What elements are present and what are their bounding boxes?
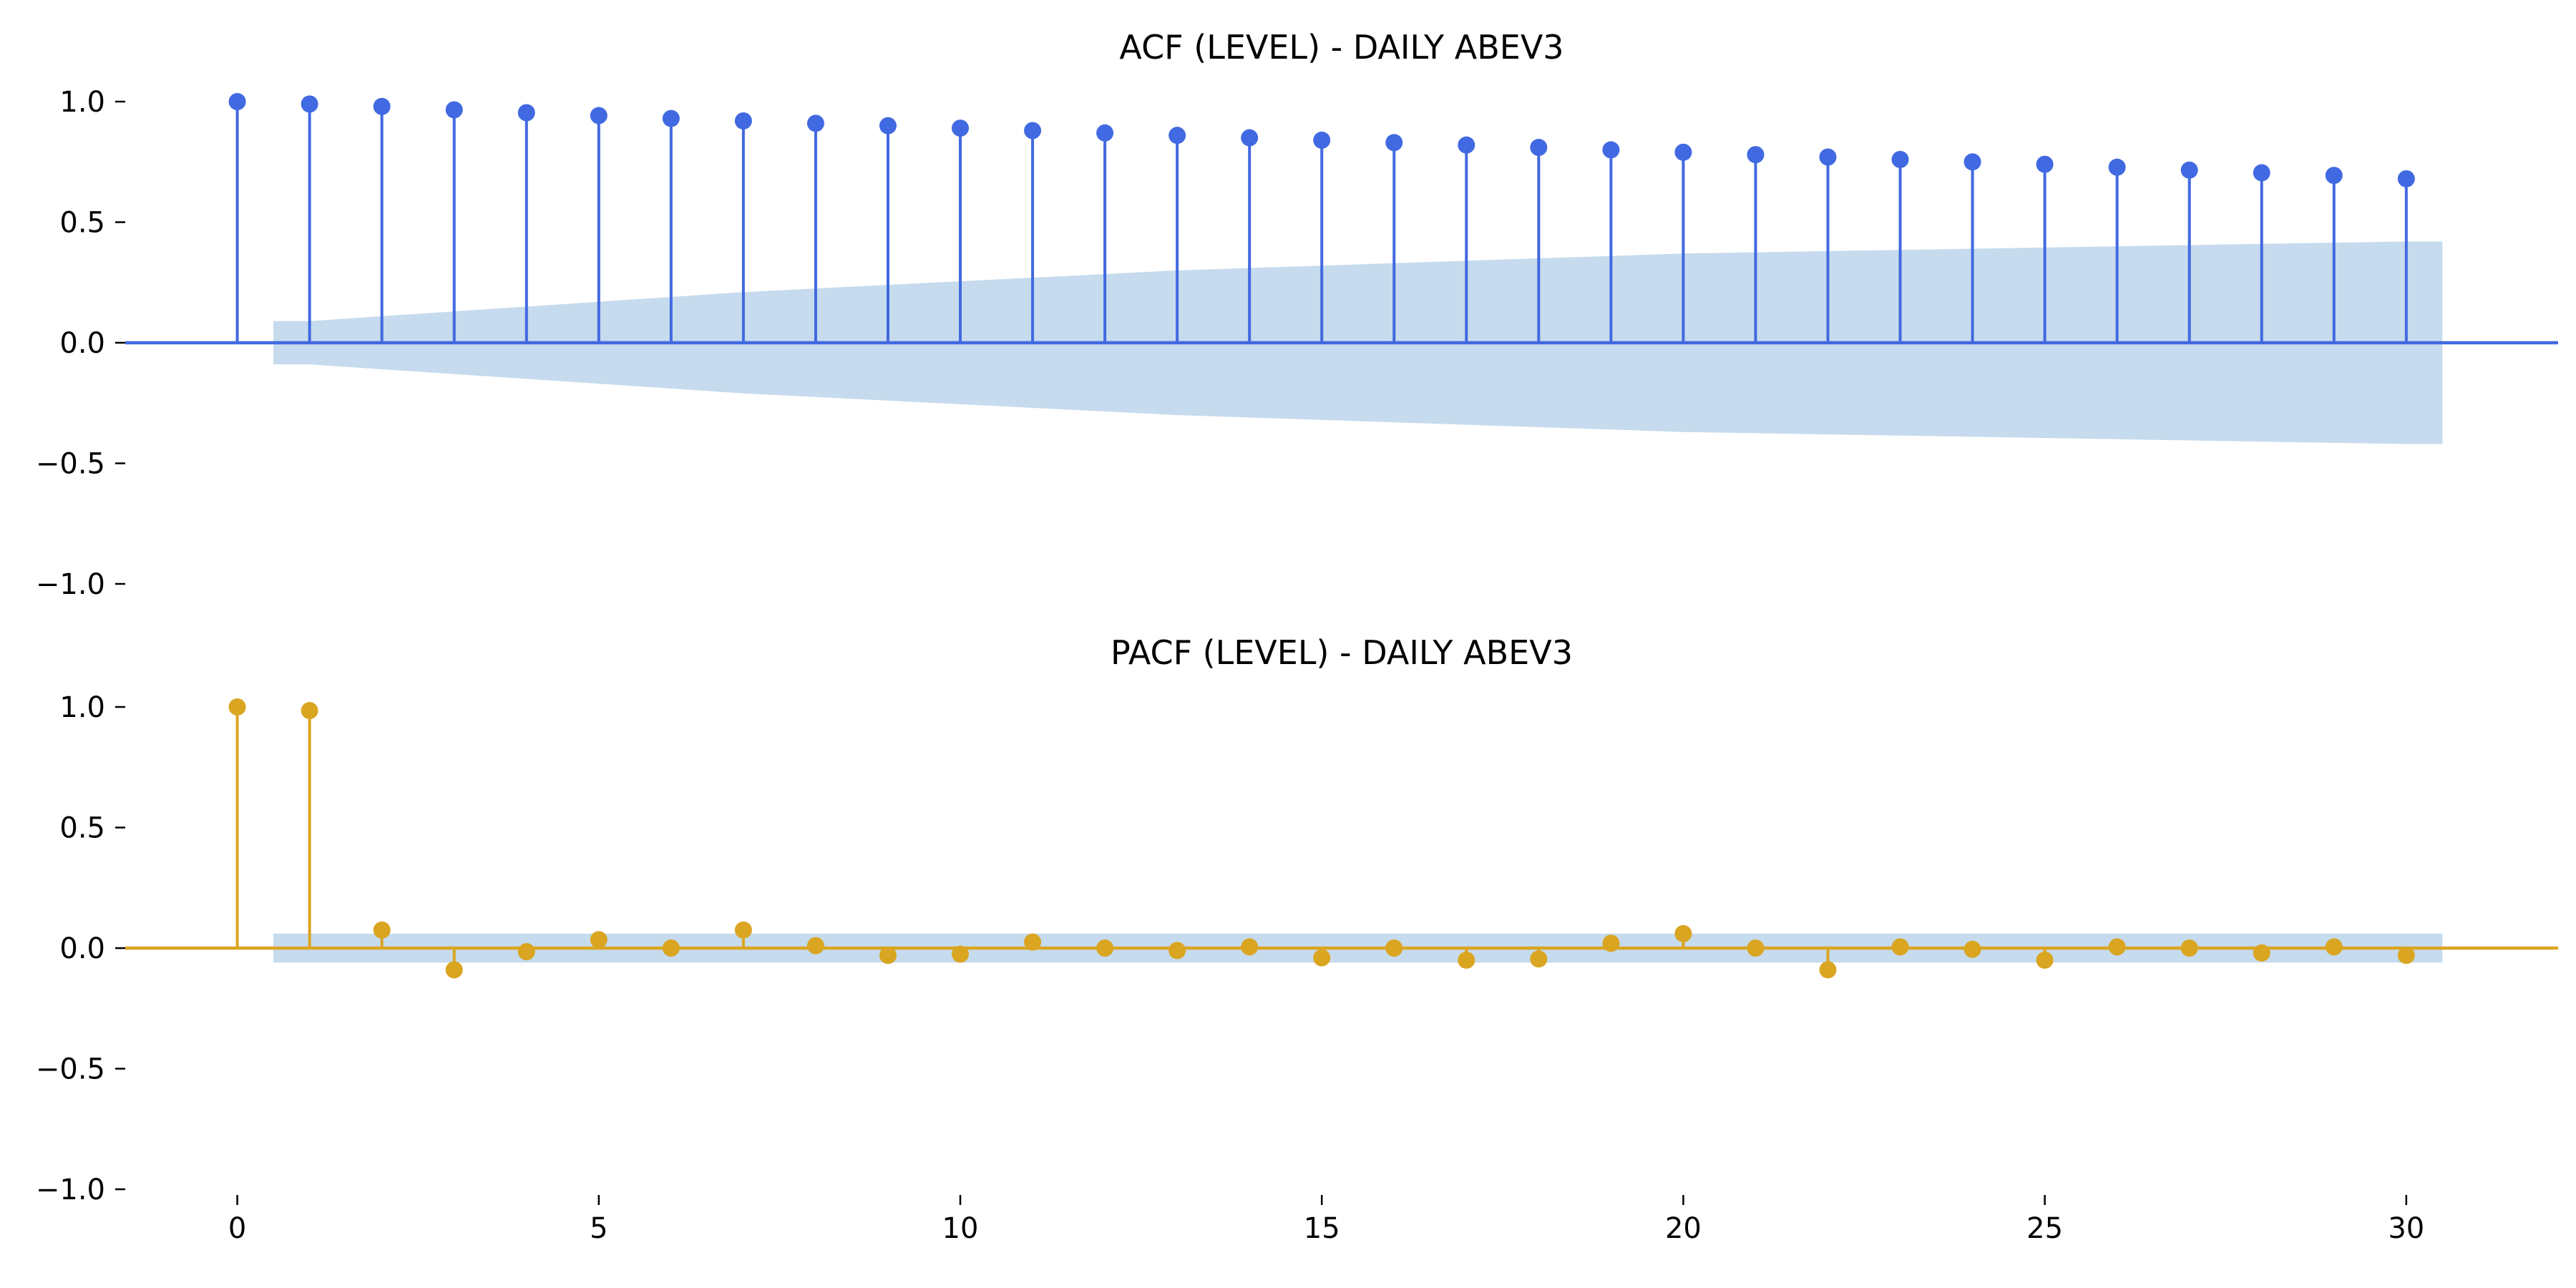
acf-marker-lag-23 bbox=[1891, 150, 1909, 168]
pacf-xtick-label: 15 bbox=[1304, 1212, 1340, 1245]
acf-marker-lag-28 bbox=[2253, 164, 2270, 182]
pacf-marker-lag-4 bbox=[517, 943, 535, 961]
pacf-marker-lag-19 bbox=[1602, 935, 1620, 952]
acf-marker-lag-9 bbox=[879, 117, 897, 135]
acf-marker-lag-20 bbox=[1674, 143, 1692, 161]
acf-ytick-label: 0.0 bbox=[59, 327, 105, 360]
acf-marker-lag-26 bbox=[2108, 158, 2126, 176]
acf-ytick-label: −0.5 bbox=[36, 448, 105, 481]
acf-marker-lag-0 bbox=[228, 93, 246, 110]
pacf-xtick-label: 0 bbox=[228, 1212, 246, 1245]
acf-marker-lag-18 bbox=[1530, 139, 1548, 157]
acf-marker-lag-22 bbox=[1819, 148, 1837, 166]
acf-marker-lag-1 bbox=[301, 95, 318, 113]
acf-chart: ACF (LEVEL) - DAILY ABEV3 1.0 0.5 0.0 −0.5 −… bbox=[36, 28, 2558, 601]
pacf-marker-lag-16 bbox=[1385, 940, 1403, 957]
pacf-marker-lag-3 bbox=[445, 961, 463, 979]
acf-marker-lag-7 bbox=[734, 112, 752, 130]
acf-marker-lag-15 bbox=[1313, 131, 1331, 149]
pacf-marker-lag-22 bbox=[1819, 961, 1837, 979]
acf-marker-lag-11 bbox=[1024, 122, 1042, 140]
pacf-marker-lag-8 bbox=[806, 937, 824, 955]
acf-marker-lag-10 bbox=[952, 119, 970, 137]
pacf-xtick-label: 25 bbox=[2026, 1212, 2063, 1245]
acf-marker-lag-2 bbox=[373, 97, 391, 115]
pacf-ytick-label: −0.5 bbox=[36, 1053, 105, 1086]
pacf-chart: PACF (LEVEL) - DAILY ABEV3 1.0 0.5 0.0 −0.5… bbox=[36, 633, 2558, 1245]
acf-marker-lag-29 bbox=[2325, 167, 2343, 185]
acf-marker-lag-12 bbox=[1096, 124, 1114, 142]
acf-ytick-label: −1.0 bbox=[36, 568, 105, 601]
pacf-marker-lag-17 bbox=[1458, 951, 1475, 969]
acf-chart-title: ACF (LEVEL) - DAILY ABEV3 bbox=[1119, 28, 1563, 67]
pacf-marker-lag-26 bbox=[2108, 938, 2126, 956]
pacf-marker-lag-18 bbox=[1530, 950, 1548, 968]
pacf-ytick-label: 1.0 bbox=[59, 691, 105, 724]
pacf-marker-lag-21 bbox=[1747, 940, 1765, 957]
pacf-marker-lag-28 bbox=[2253, 944, 2270, 962]
pacf-marker-lag-0 bbox=[228, 698, 246, 716]
pacf-marker-lag-6 bbox=[662, 940, 680, 957]
pacf-marker-lag-24 bbox=[1963, 940, 1981, 958]
pacf-marker-lag-15 bbox=[1313, 949, 1331, 967]
pacf-xtick-label: 5 bbox=[590, 1212, 608, 1245]
pacf-marker-lag-29 bbox=[2325, 938, 2343, 956]
pacf-marker-lag-27 bbox=[2180, 940, 2198, 957]
pacf-marker-lag-9 bbox=[879, 947, 897, 965]
pacf-ytick-label: −1.0 bbox=[36, 1174, 105, 1206]
pacf-marker-lag-10 bbox=[952, 945, 970, 963]
acf-ytick-label: 1.0 bbox=[59, 86, 105, 119]
pacf-marker-lag-20 bbox=[1674, 924, 1692, 942]
acf-marker-lag-8 bbox=[806, 114, 824, 132]
acf-marker-lag-5 bbox=[590, 107, 608, 125]
pacf-marker-lag-23 bbox=[1891, 938, 1909, 956]
pacf-marker-lag-11 bbox=[1024, 933, 1042, 951]
acf-ytick-label: 0.5 bbox=[59, 207, 105, 240]
acf-marker-lag-25 bbox=[2036, 155, 2054, 173]
pacf-chart-title: PACF (LEVEL) - DAILY ABEV3 bbox=[1111, 633, 1573, 672]
pacf-xtick-label: 10 bbox=[942, 1212, 979, 1245]
pacf-xtick-label: 30 bbox=[2388, 1212, 2424, 1245]
pacf-marker-lag-30 bbox=[2397, 947, 2415, 965]
pacf-marker-lag-13 bbox=[1169, 942, 1186, 960]
acf-marker-lag-24 bbox=[1963, 153, 1981, 171]
acf-marker-lag-19 bbox=[1602, 141, 1620, 159]
pacf-xtick-label: 20 bbox=[1665, 1212, 1702, 1245]
pacf-ytick-label: 0.0 bbox=[59, 932, 105, 965]
acf-marker-lag-30 bbox=[2397, 170, 2415, 187]
pacf-ytick-label: 0.5 bbox=[59, 812, 105, 845]
acf-marker-lag-17 bbox=[1458, 136, 1475, 154]
pacf-marker-lag-25 bbox=[2036, 951, 2054, 969]
acf-marker-lag-16 bbox=[1385, 134, 1403, 152]
acf-marker-lag-14 bbox=[1241, 129, 1259, 147]
acf-marker-lag-6 bbox=[662, 109, 680, 127]
pacf-marker-lag-2 bbox=[373, 921, 391, 939]
pacf-marker-lag-12 bbox=[1096, 940, 1114, 957]
acf-marker-lag-13 bbox=[1169, 127, 1186, 145]
acf-marker-lag-21 bbox=[1747, 146, 1765, 164]
pacf-marker-lag-7 bbox=[734, 921, 752, 939]
pacf-marker-lag-5 bbox=[590, 931, 608, 949]
pacf-marker-lag-14 bbox=[1241, 938, 1259, 956]
acf-marker-lag-27 bbox=[2180, 161, 2198, 179]
pacf-marker-lag-1 bbox=[301, 702, 318, 720]
acf-marker-lag-3 bbox=[445, 101, 463, 119]
acf-marker-lag-4 bbox=[517, 104, 535, 122]
